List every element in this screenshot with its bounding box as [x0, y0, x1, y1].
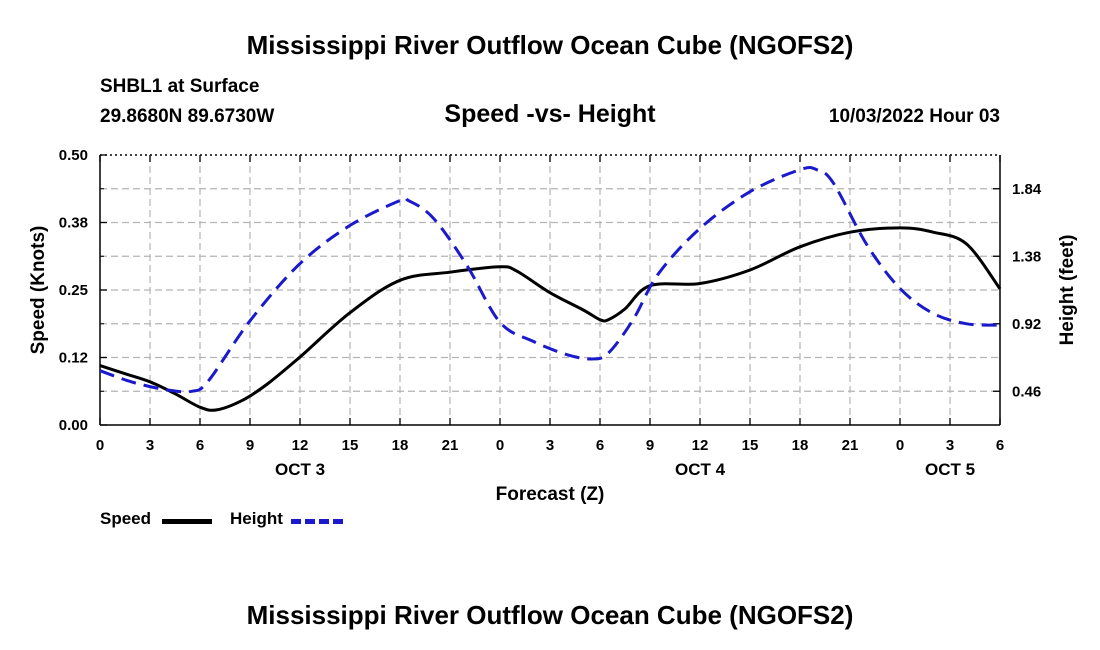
x-tick-label: 15 — [342, 437, 359, 454]
date-label: OCT 5 — [925, 460, 975, 479]
x-tick-label: 6 — [596, 437, 604, 454]
x-tick-label: 3 — [146, 437, 154, 454]
x-tick-label: 9 — [246, 437, 254, 454]
y-tick-label: 0.12 — [59, 350, 88, 367]
x-tick-label: 0 — [96, 437, 104, 454]
y-tick-label: 0.50 — [59, 147, 88, 164]
date-label: OCT 4 — [675, 460, 726, 479]
speed-series-line — [99, 226, 1002, 412]
x-tick-label: 6 — [196, 437, 204, 454]
x-axis-title: Forecast (Z) — [496, 484, 605, 505]
forecast-datetime: 10/03/2022 Hour 03 — [828, 106, 1000, 127]
legend-speed-swatch — [162, 519, 212, 524]
x-tick-label: 21 — [842, 437, 859, 454]
x-tick-label: 12 — [692, 437, 709, 454]
x-tick-label: 6 — [996, 437, 1004, 454]
y2-tick-label: 1.38 — [1012, 248, 1041, 265]
x-tick-label: 18 — [792, 437, 809, 454]
y2-tick-label: 1.84 — [1012, 181, 1042, 198]
legend-speed-label: Speed — [100, 509, 152, 528]
chart-subtitle: Speed -vs- Height — [444, 100, 656, 128]
height-series-line — [99, 165, 1001, 394]
x-tick-label: 3 — [946, 437, 954, 454]
x-tick-label: 15 — [742, 437, 759, 454]
date-label: OCT 3 — [275, 460, 325, 479]
x-tick-label: 3 — [546, 437, 554, 454]
y2-tick-label: 0.46 — [1012, 383, 1041, 400]
footer-title: Mississippi River Outflow Ocean Cube (NG… — [246, 600, 854, 630]
y-axis-title: Speed (Knots) — [28, 226, 49, 355]
legend-height-label: Height — [230, 509, 283, 528]
x-tick-label: 9 — [646, 437, 654, 454]
y-tick-label: 0.00 — [59, 417, 88, 434]
y-tick-label: 0.25 — [59, 282, 88, 299]
x-tick-label: 18 — [392, 437, 409, 454]
y2-tick-label: 0.92 — [1012, 316, 1041, 333]
x-tick-label: 21 — [442, 437, 459, 454]
x-tick-label: 0 — [896, 437, 904, 454]
y-tick-label: 0.38 — [59, 215, 88, 232]
y2-axis-title: Height (feet) — [1057, 235, 1078, 346]
legend-height-swatch — [291, 519, 343, 524]
station-label: SHBL1 at Surface — [100, 76, 260, 97]
x-tick-label: 12 — [292, 437, 309, 454]
chart-title: Mississippi River Outflow Ocean Cube (NG… — [246, 30, 854, 60]
x-tick-label: 0 — [496, 437, 504, 454]
station-coordinates: 29.8680N 89.6730W — [100, 106, 275, 127]
